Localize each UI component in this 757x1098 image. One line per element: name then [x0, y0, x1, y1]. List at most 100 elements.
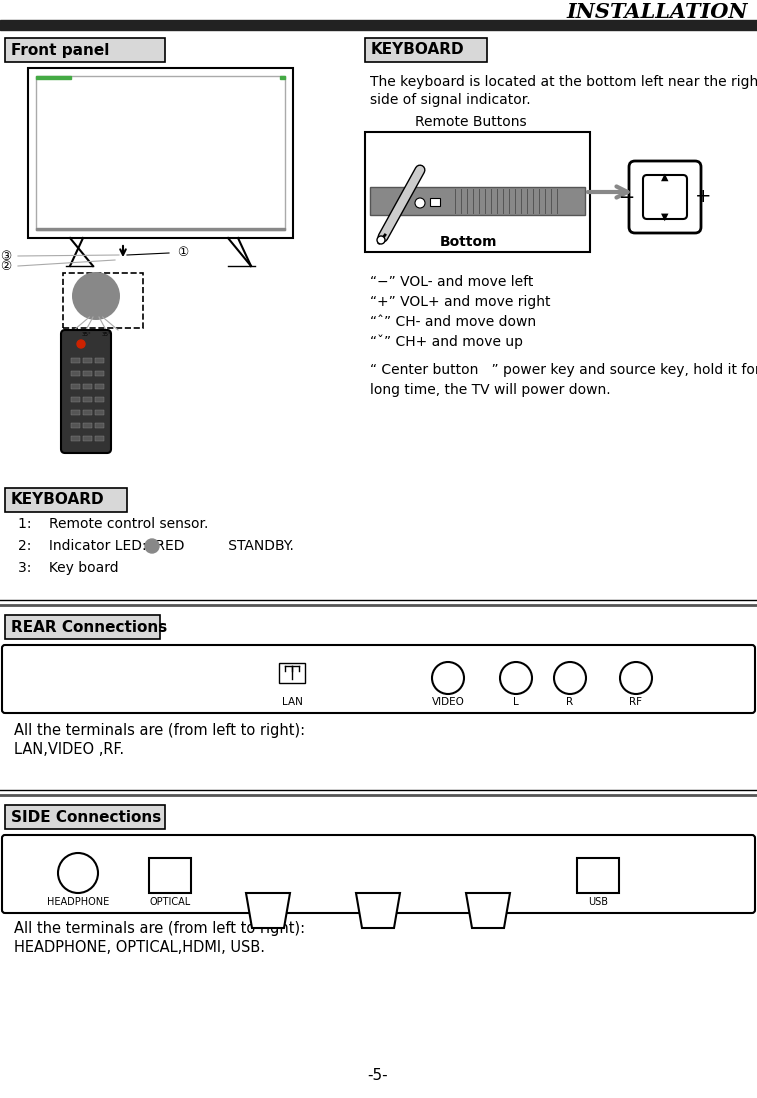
Bar: [279, 663, 305, 683]
Bar: [83, 384, 92, 389]
FancyBboxPatch shape: [61, 330, 111, 453]
Bar: [95, 423, 104, 428]
Bar: [36, 76, 71, 79]
Bar: [83, 358, 92, 363]
FancyBboxPatch shape: [5, 38, 165, 61]
Text: REAR Connections: REAR Connections: [11, 619, 167, 635]
Text: ③: ③: [0, 249, 11, 262]
Text: “−” VOL- and move left: “−” VOL- and move left: [370, 274, 534, 289]
Text: HDMI2: HDMI2: [362, 897, 394, 907]
Bar: [83, 436, 92, 441]
Text: LAN: LAN: [282, 697, 303, 707]
Circle shape: [72, 272, 120, 320]
Bar: [36, 228, 285, 229]
Bar: [95, 371, 104, 376]
Bar: [71, 436, 80, 441]
FancyBboxPatch shape: [643, 175, 687, 219]
Text: R: R: [566, 697, 574, 707]
Text: All the terminals are (from left to right):: All the terminals are (from left to righ…: [14, 722, 305, 738]
Polygon shape: [356, 893, 400, 928]
Bar: [5, 805, 165, 829]
Bar: [280, 76, 285, 79]
Text: 1:    Remote control sensor.: 1: Remote control sensor.: [18, 517, 208, 531]
Text: HDMI3: HDMI3: [252, 897, 284, 907]
Text: 35°: 35°: [81, 332, 91, 336]
Circle shape: [500, 662, 532, 694]
Text: −: −: [618, 188, 635, 206]
Text: ②: ②: [0, 259, 11, 272]
Text: KEYBOARD: KEYBOARD: [371, 43, 465, 57]
Text: ▲: ▲: [662, 172, 668, 182]
Bar: [430, 198, 440, 206]
Circle shape: [620, 662, 652, 694]
Bar: [71, 423, 80, 428]
Text: “ˇ” CH+ and move up: “ˇ” CH+ and move up: [370, 335, 523, 349]
Bar: [95, 436, 104, 441]
Text: L: L: [513, 697, 519, 707]
Bar: [71, 384, 80, 389]
Text: USB: USB: [588, 897, 608, 907]
Bar: [577, 858, 619, 893]
Circle shape: [377, 236, 385, 244]
Text: Remote Buttons: Remote Buttons: [415, 115, 527, 128]
Bar: [71, 410, 80, 415]
Text: side of signal indicator.: side of signal indicator.: [370, 93, 531, 107]
Bar: [95, 397, 104, 402]
FancyBboxPatch shape: [2, 834, 755, 914]
Text: “ Center button   ” power key and source key, hold it for a: “ Center button ” power key and source k…: [370, 363, 757, 377]
Text: LAN,VIDEO ,RF.: LAN,VIDEO ,RF.: [14, 742, 124, 758]
Bar: [95, 410, 104, 415]
Bar: [365, 38, 487, 61]
Text: HEADPHONE: HEADPHONE: [47, 897, 109, 907]
Bar: [365, 132, 590, 253]
Bar: [149, 858, 191, 893]
Bar: [71, 397, 80, 402]
Text: -5-: -5-: [368, 1067, 388, 1083]
Text: ①: ①: [177, 246, 188, 259]
Bar: [63, 273, 143, 328]
Circle shape: [77, 340, 85, 348]
Bar: [83, 410, 92, 415]
Text: “+” VOL+ and move right: “+” VOL+ and move right: [370, 295, 550, 309]
Text: OPTICAL: OPTICAL: [149, 897, 191, 907]
Bar: [83, 423, 92, 428]
Bar: [28, 68, 293, 238]
Bar: [83, 371, 92, 376]
Text: long time, the TV will power down.: long time, the TV will power down.: [370, 383, 611, 397]
Circle shape: [415, 198, 425, 208]
Text: VIDEO: VIDEO: [431, 697, 465, 707]
Text: SIDE Connections: SIDE Connections: [11, 809, 161, 825]
Bar: [95, 384, 104, 389]
Text: +: +: [695, 188, 712, 206]
Polygon shape: [246, 893, 290, 928]
Bar: [5, 488, 127, 512]
Text: RF: RF: [630, 697, 643, 707]
Bar: [83, 397, 92, 402]
Circle shape: [554, 662, 586, 694]
Bar: [71, 358, 80, 363]
Text: HDMI1: HDMI1: [472, 897, 504, 907]
Text: HEADPHONE, OPTICAL,HDMI, USB.: HEADPHONE, OPTICAL,HDMI, USB.: [14, 941, 265, 955]
Bar: [370, 187, 585, 215]
Text: 3:    Key board: 3: Key board: [18, 561, 119, 575]
Bar: [5, 615, 160, 639]
Bar: [95, 358, 104, 363]
Text: Bottom: Bottom: [440, 235, 497, 249]
Text: The keyboard is located at the bottom left near the right: The keyboard is located at the bottom le…: [370, 75, 757, 89]
Bar: [0, 20, 757, 30]
Text: Front panel: Front panel: [11, 43, 109, 57]
Text: 35°: 35°: [101, 332, 111, 336]
Bar: [36, 76, 285, 229]
Text: 2:    Indicator LED:  RED          STANDBY.: 2: Indicator LED: RED STANDBY.: [18, 539, 294, 553]
FancyBboxPatch shape: [629, 161, 701, 233]
Text: INSTALLATION: INSTALLATION: [566, 2, 748, 22]
Circle shape: [58, 853, 98, 893]
Text: KEYBOARD: KEYBOARD: [11, 493, 104, 507]
Text: “ˆ” CH- and move down: “ˆ” CH- and move down: [370, 315, 536, 329]
Circle shape: [432, 662, 464, 694]
Circle shape: [145, 539, 159, 553]
FancyBboxPatch shape: [2, 645, 755, 713]
Text: All the terminals are (from left to right):: All the terminals are (from left to righ…: [14, 920, 305, 935]
Text: ▼: ▼: [662, 212, 668, 222]
Bar: [71, 371, 80, 376]
